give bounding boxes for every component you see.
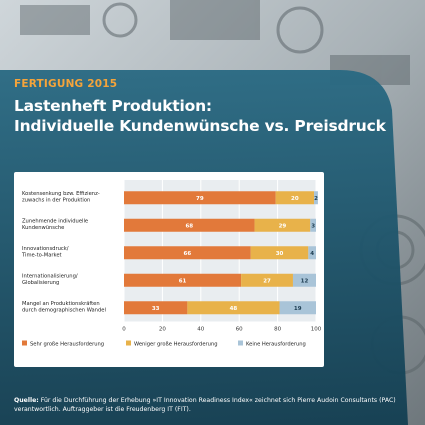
data-label: 30 bbox=[276, 251, 284, 257]
title-line-2: Individuelle Kundenwünsche vs. Preisdruc… bbox=[14, 117, 386, 135]
x-tick-label: 0 bbox=[122, 327, 126, 333]
data-label: 29 bbox=[279, 223, 287, 229]
data-label: 19 bbox=[294, 306, 302, 312]
legend-label: Sehr große Herausforderung bbox=[30, 342, 104, 348]
data-label: 27 bbox=[263, 278, 271, 284]
data-label: 12 bbox=[301, 278, 309, 284]
x-tick-label: 100 bbox=[311, 327, 322, 333]
section-tag: FERTIGUNG 2015 bbox=[14, 78, 118, 90]
data-label: 3 bbox=[311, 223, 315, 229]
bar-segment bbox=[308, 246, 316, 260]
bar-segment bbox=[124, 273, 242, 287]
data-label: 2 bbox=[314, 196, 318, 202]
bar-segment bbox=[310, 218, 316, 232]
bar-segment bbox=[124, 218, 255, 232]
category-label: Mangel an Produktionskräften bbox=[22, 301, 100, 307]
category-label: Internationalisierung/ bbox=[22, 273, 78, 279]
legend-label: Keine Herausforderung bbox=[246, 342, 306, 348]
x-tick-label: 20 bbox=[159, 327, 166, 333]
category-label: Time-to-Market bbox=[21, 252, 62, 258]
bar-segment bbox=[124, 246, 251, 260]
category-label: zuwachs in der Produktion bbox=[22, 197, 90, 203]
bar-segment bbox=[124, 301, 188, 315]
category-label: Globalisierung bbox=[22, 280, 59, 286]
source-text: Für die Durchführung der Erhebung »IT In… bbox=[14, 397, 396, 413]
x-tick-label: 40 bbox=[197, 327, 204, 333]
legend-swatch bbox=[238, 340, 243, 346]
bar-segment bbox=[254, 218, 311, 232]
legend-swatch bbox=[126, 340, 131, 346]
category-label: Zunehmende individuelle bbox=[22, 218, 88, 224]
data-label: 4 bbox=[310, 251, 314, 257]
category-label: Kundenwünsche bbox=[22, 225, 64, 231]
data-label: 20 bbox=[291, 196, 299, 202]
x-tick-label: 80 bbox=[274, 327, 281, 333]
data-label: 48 bbox=[230, 306, 238, 312]
bar-segment bbox=[241, 273, 293, 287]
bar-segment bbox=[275, 191, 315, 205]
chart-panel: 0 20 40 60 80 100 Kostensenkung bzw. Effizienz… bbox=[14, 172, 324, 367]
category-label: durch demographischen Wandel bbox=[22, 307, 106, 313]
bar-segment bbox=[250, 246, 309, 260]
category-label: Innovationsdruck/ bbox=[22, 246, 69, 252]
title-line-1: Lastenheft Produktion: bbox=[14, 97, 212, 115]
bar-segment bbox=[292, 273, 316, 287]
data-label: 68 bbox=[185, 223, 193, 229]
legend-swatch bbox=[22, 340, 27, 346]
data-label: 33 bbox=[152, 306, 160, 312]
bar-segment bbox=[279, 301, 316, 315]
data-label: 66 bbox=[184, 251, 192, 257]
data-label: 61 bbox=[179, 278, 187, 284]
page-title: Lastenheft Produktion: Individuelle Kund… bbox=[14, 96, 394, 136]
source-label: Quelle: bbox=[14, 397, 39, 404]
bar-segment bbox=[187, 301, 280, 315]
stacked-bar-chart: 0 20 40 60 80 100 Kostensenkung bzw. Effizienz… bbox=[21, 180, 322, 348]
x-tick-label: 60 bbox=[236, 327, 243, 333]
data-label: 79 bbox=[196, 196, 204, 202]
bar-segment bbox=[124, 191, 276, 205]
category-label: Kostensenkung bzw. Effizienz- bbox=[22, 191, 100, 197]
source-note: Quelle: Für die Durchführung der Erhebun… bbox=[14, 397, 412, 414]
bar-segment bbox=[314, 191, 318, 205]
legend-label: Weniger große Herausforderung bbox=[134, 342, 218, 348]
